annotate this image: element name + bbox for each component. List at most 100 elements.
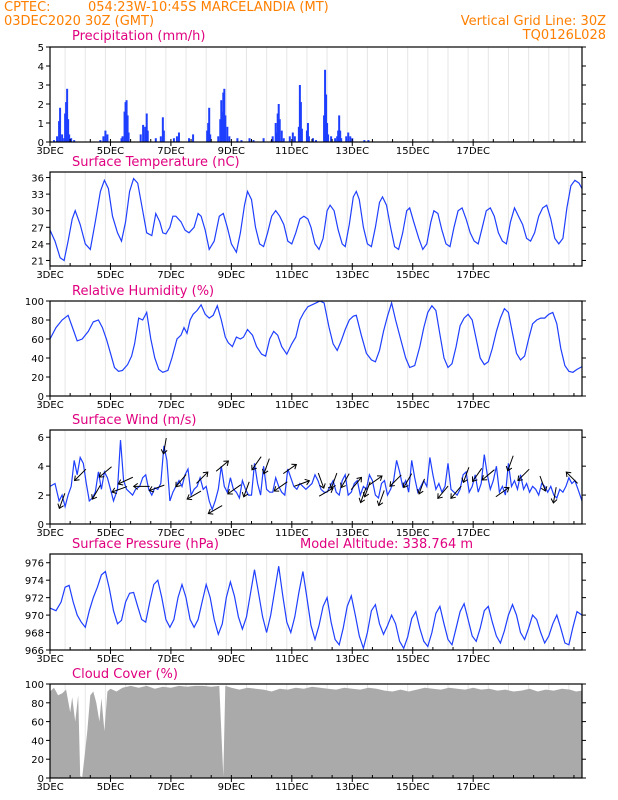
cloud-area [50,685,582,778]
pres-frame [49,553,583,651]
wind-arrow-shaft [340,473,350,488]
header-run: 03DEC2020 30Z (GMT) [4,14,154,29]
wind-arrow-head [340,482,347,489]
temp-ytick-label: 33 [31,190,44,201]
precip-bar [262,138,265,142]
wind-arrow-head [471,476,478,483]
wind-arrow-shaft [368,475,383,486]
precip-bar [337,130,340,142]
wind-arrow-head [505,465,513,472]
wind-arrow-head [550,498,558,504]
precip-bar [315,140,317,142]
precip-bar [339,130,342,142]
temp-xtick-label: 15DEC [396,270,430,281]
rh-ytick-label: 60 [31,335,44,346]
pres-panel: 966 968 970 972 974 976 3DEC 5DEC 7DEC 9DEC 11DEC 1… [25,537,586,665]
precip-bar [73,140,76,142]
rh-xtick-label: 3DEC [36,400,63,411]
wind-arrow-shaft [208,505,223,514]
wind-arrow-shaft [263,458,270,474]
pres-ytick-label: 966 [25,646,44,657]
precip-bar [175,136,178,142]
wind-arrow [417,478,426,495]
pres-ytick-label: 976 [25,559,44,570]
wind-arrow-head [111,487,117,494]
wind-arrow [215,460,230,472]
wind-arrow-shaft [251,456,262,471]
wind-arrow-head [304,478,311,486]
precip-bar [123,111,126,142]
wind-arrow [565,471,578,484]
precip-bar [159,136,162,142]
precip-bar [106,134,109,142]
precip-bar [278,119,281,142]
precip-bar [222,92,225,142]
wind-xtick-label: 7DEC [157,528,184,539]
wind-arrow-head [148,486,155,493]
precip-bar [300,128,303,142]
wind-arrow-shaft [282,464,297,475]
wind-xtick-label: 5DEC [97,528,124,539]
wind-arrow [376,490,385,507]
wind-arrow [111,486,128,494]
rh-xtick-label: 9DEC [218,400,245,411]
precip-bar [58,121,61,142]
precip-bar [53,140,56,142]
wind-ytick-label: 4 [38,462,44,473]
wind-arrow-shaft [273,481,288,492]
wind-frame [49,429,583,525]
precip-bar [127,132,130,142]
precip-xtick-label: 15DEC [396,146,430,157]
precip-bar [299,102,302,142]
wind-xtick-label: 3DEC [36,528,63,539]
wind-arrow-shaft [481,469,495,481]
precip-bar [345,136,348,142]
wind-title: Surface Wind (m/s) [72,413,196,428]
wind-arrow-head [73,475,80,482]
wind-arrow [317,472,326,489]
wind-xtick-label: 11DEC [275,528,309,539]
wind-arrow [196,471,209,484]
cloud-xtick-label: 5DEC [97,782,124,793]
wind-arrow-head [417,488,424,495]
pres-ytick-label: 970 [25,611,44,622]
wind-arrow-head [160,449,168,455]
cloud-xtick-label: 13DEC [335,782,369,793]
wind-arrow [318,487,334,497]
wind-arrow-shaft [118,476,134,485]
rh-series-line [49,300,583,373]
wind-arrow-shaft [318,487,334,497]
precip-bar [275,132,278,142]
temp-ytick-label: 24 [31,240,44,251]
precip-bar [124,102,127,142]
precip-bar [349,136,352,142]
wind-arrow-head [503,486,510,493]
wind-arrow [57,493,66,510]
wind-arrow [117,476,134,486]
precip-bar [221,111,224,142]
precip-xtick-label: 9DEC [218,146,245,157]
cloud-xtick-label: 7DEC [157,782,184,793]
precip-bar [161,117,164,142]
wind-arrow [175,474,187,488]
precip-xtick-label: 11DEC [275,146,309,157]
precip-bar [336,136,339,142]
cloud-xtick-label: 9DEC [218,782,245,793]
cloud-xtick-label: 17DEC [456,782,490,793]
precip-bar [102,136,105,142]
wind-arrow-shaft [317,472,325,489]
rh-xtick-label: 11DEC [275,400,309,411]
wind-arrow [505,455,514,472]
precip-bar [217,136,220,142]
precip-bar [236,138,239,142]
wind-arrow-head [132,483,138,490]
wind-arrow-head [223,460,230,466]
wind-ytick-label: 2 [38,491,44,502]
cloud-ytick-label: 80 [31,699,44,710]
precip-bar [68,134,71,142]
wind-arrow [207,505,223,515]
precip-bar [280,130,283,142]
wind-arrow-head [437,493,443,499]
precip-frame [49,46,583,143]
precip-bar [326,123,329,142]
